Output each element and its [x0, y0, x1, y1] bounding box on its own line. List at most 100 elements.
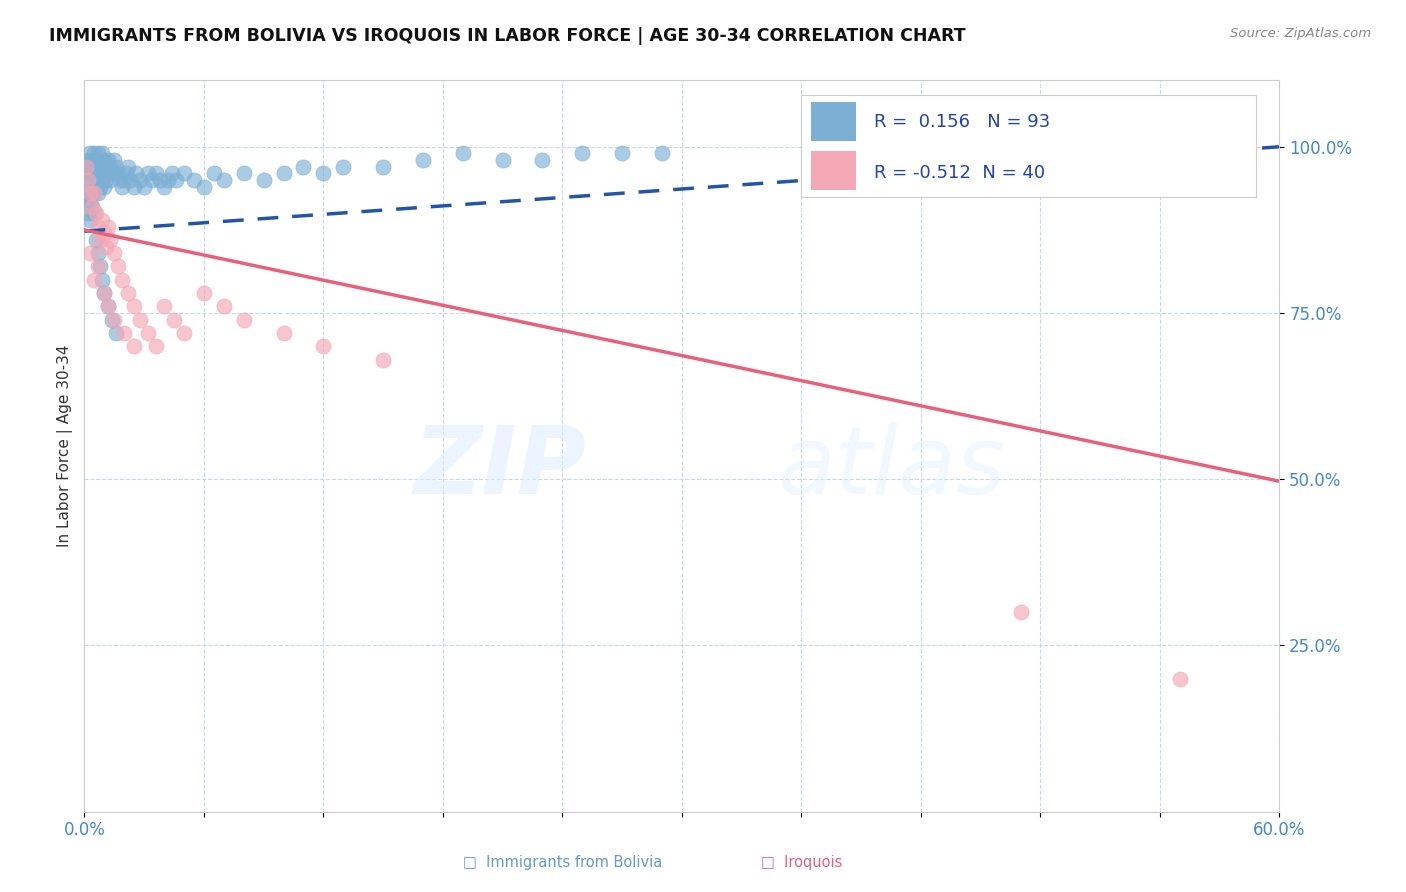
Point — [173, 166, 195, 180]
Point — [93, 226, 115, 240]
Point — [531, 153, 554, 167]
Point — [91, 146, 114, 161]
Point — [83, 186, 105, 201]
Point — [86, 166, 108, 180]
Point — [83, 273, 105, 287]
Point — [193, 179, 215, 194]
Point — [232, 166, 254, 180]
Point — [312, 166, 335, 180]
Point — [253, 173, 276, 187]
Point — [312, 339, 335, 353]
Point — [96, 173, 118, 187]
Point — [77, 166, 100, 180]
Point — [89, 166, 111, 180]
Point — [98, 233, 121, 247]
Point — [103, 312, 125, 326]
Point — [292, 160, 315, 174]
Point — [122, 299, 145, 313]
Point — [83, 186, 105, 201]
Point — [98, 173, 121, 187]
Text: □  Iroquois: □ Iroquois — [761, 855, 842, 870]
Point — [83, 160, 105, 174]
Point — [87, 246, 110, 260]
Point — [163, 312, 186, 326]
Point — [97, 166, 120, 180]
Point — [165, 173, 187, 187]
Point — [136, 166, 159, 180]
Point — [117, 286, 139, 301]
Point — [492, 153, 515, 167]
Point — [77, 186, 100, 201]
Point — [86, 233, 108, 247]
Point — [93, 166, 115, 180]
Point — [103, 246, 125, 260]
Point — [571, 146, 593, 161]
Text: Source: ZipAtlas.com: Source: ZipAtlas.com — [1230, 27, 1371, 40]
Point — [212, 173, 235, 187]
Point — [145, 339, 167, 353]
Point — [451, 146, 474, 161]
Point — [91, 273, 114, 287]
Point — [157, 173, 180, 187]
Point — [83, 206, 105, 220]
Point — [91, 173, 114, 187]
Point — [75, 173, 97, 187]
Point — [91, 160, 114, 174]
Point — [273, 326, 295, 340]
Point — [86, 179, 108, 194]
Point — [86, 206, 108, 220]
Point — [93, 179, 115, 194]
Point — [97, 153, 120, 167]
Y-axis label: In Labor Force | Age 30-34: In Labor Force | Age 30-34 — [58, 344, 73, 548]
Point — [117, 160, 139, 174]
Point — [120, 173, 142, 187]
Point — [110, 173, 132, 187]
Point — [651, 146, 673, 161]
Point — [96, 239, 118, 253]
Point — [97, 299, 120, 313]
Text: ZIP: ZIP — [413, 422, 586, 514]
Point — [132, 179, 156, 194]
Point — [82, 186, 104, 201]
Point — [97, 219, 120, 234]
Point — [93, 286, 115, 301]
Point — [193, 286, 215, 301]
Point — [141, 173, 163, 187]
Point — [89, 233, 111, 247]
Point — [79, 246, 101, 260]
Point — [87, 260, 110, 274]
Point — [103, 166, 125, 180]
Point — [1010, 605, 1032, 619]
Point — [105, 326, 128, 340]
Point — [83, 146, 105, 161]
Point — [87, 219, 110, 234]
Point — [107, 166, 129, 180]
Point — [79, 146, 101, 161]
Point — [87, 173, 110, 187]
Point — [96, 160, 118, 174]
Point — [87, 146, 110, 161]
Point — [101, 312, 124, 326]
Point — [273, 166, 295, 180]
Point — [373, 160, 395, 174]
Point — [82, 166, 104, 180]
Point — [173, 326, 195, 340]
Point — [153, 299, 176, 313]
Point — [112, 326, 135, 340]
Point — [115, 166, 138, 180]
Point — [112, 173, 135, 187]
Point — [77, 206, 100, 220]
Point — [149, 173, 172, 187]
Point — [82, 200, 104, 214]
Point — [111, 179, 134, 194]
Point — [93, 153, 115, 167]
Point — [107, 260, 129, 274]
Point — [89, 260, 111, 274]
Point — [87, 160, 110, 174]
Point — [212, 299, 235, 313]
Point — [79, 213, 101, 227]
Point — [122, 339, 145, 353]
Point — [83, 173, 105, 187]
Point — [612, 146, 634, 161]
Point — [1168, 672, 1191, 686]
